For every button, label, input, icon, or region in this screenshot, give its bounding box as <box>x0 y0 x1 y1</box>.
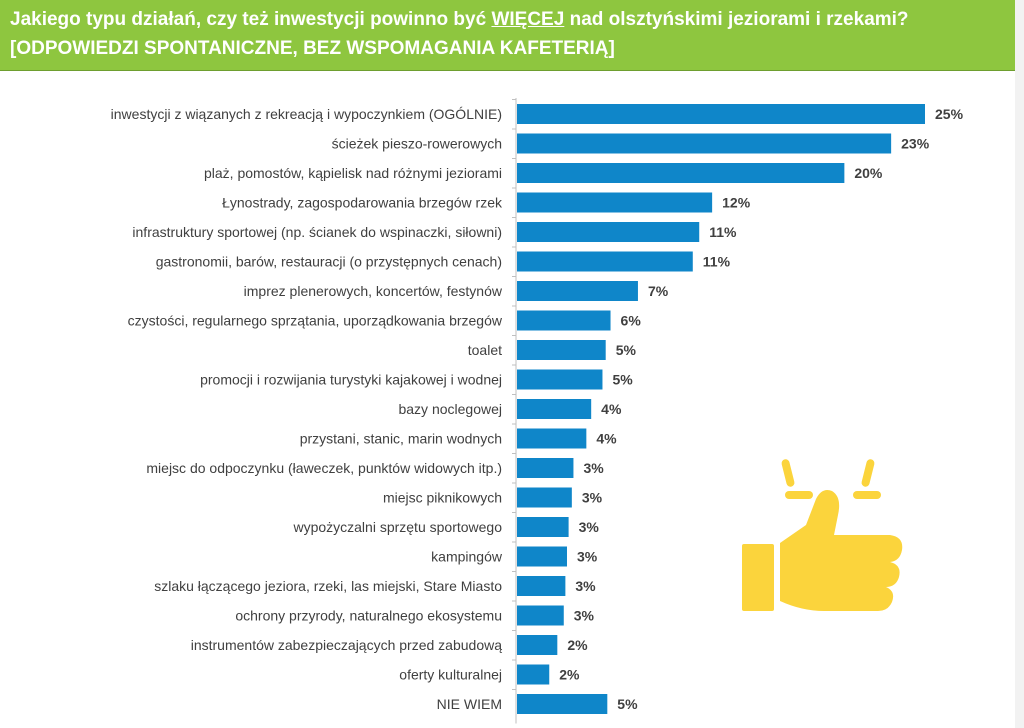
data-label: 20% <box>854 165 883 181</box>
data-label: 5% <box>612 372 633 388</box>
bar <box>517 133 892 154</box>
category-label: promocji i rozwijania turystyki kajakowe… <box>200 372 502 388</box>
bar <box>517 546 567 567</box>
data-label: 11% <box>709 224 737 240</box>
data-label: 6% <box>621 313 642 329</box>
category-label: szlaku łączącego jeziora, rzeki, las mie… <box>154 578 502 594</box>
question-subtitle: [ODPOWIEDZI SPONTANICZNE, BEZ WSPOMAGANI… <box>10 38 615 59</box>
category-label: czystości, regularnego sprzątania, uporz… <box>128 313 503 329</box>
bar <box>517 605 564 626</box>
data-label: 3% <box>577 549 598 565</box>
bar <box>517 517 569 537</box>
data-label: 11% <box>703 254 731 270</box>
category-label: imprez plenerowych, koncertów, festynów <box>244 283 503 299</box>
bar <box>517 664 550 685</box>
category-label: NIE WIEM <box>437 696 502 712</box>
data-label: 4% <box>601 401 622 417</box>
question-title-part2: nad olsztyńskimi jeziorami i rzekami? <box>564 9 909 30</box>
category-label: toalet <box>468 342 502 358</box>
bar <box>517 163 845 183</box>
bar <box>517 576 566 596</box>
data-label: 2% <box>567 637 588 653</box>
category-label: ochrony przyrody, naturalnego ekosystemu <box>235 608 502 624</box>
bar <box>517 369 603 390</box>
data-label: 12% <box>722 195 751 211</box>
category-label: wypożyczalni sprzętu sportowego <box>292 519 502 535</box>
category-label: instrumentów zabezpieczających przed zab… <box>191 637 502 653</box>
category-label: oferty kulturalnej <box>399 667 502 683</box>
bar <box>517 104 925 124</box>
bar <box>517 251 693 272</box>
data-label: 3% <box>583 460 604 476</box>
data-label: 2% <box>559 667 580 683</box>
question-title-part1: Jakiego typu działań, czy też inwestycji… <box>10 9 492 30</box>
bar <box>517 487 572 508</box>
question-title: Jakiego typu działań, czy też inwestycji… <box>10 9 909 31</box>
category-label: infrastruktury sportowej (np. ścianek do… <box>132 224 502 240</box>
bar <box>517 310 611 331</box>
bar <box>517 222 700 242</box>
bar <box>517 281 638 301</box>
bar <box>517 340 606 360</box>
question-header: Jakiego typu działań, czy też inwestycji… <box>0 0 1015 71</box>
page-edge <box>1015 0 1024 728</box>
category-label: gastronomii, barów, restauracji (o przys… <box>156 254 502 270</box>
category-label: Łynostrady, zagospodarowania brzegów rze… <box>222 195 503 211</box>
category-label: ścieżek pieszo-rowerowych <box>332 136 502 152</box>
data-label: 5% <box>616 342 637 358</box>
data-label: 25% <box>935 106 964 122</box>
data-label: 3% <box>582 490 603 506</box>
data-label: 5% <box>617 696 638 712</box>
bar <box>517 399 592 419</box>
category-label: miejsc do odpoczynku (ławeczek, punktów … <box>146 460 502 476</box>
question-title-emphasis: WIĘCEJ <box>491 9 565 30</box>
data-label: 23% <box>901 136 930 152</box>
thumbs-up-icon <box>742 459 903 611</box>
bar <box>517 192 713 213</box>
category-label: kampingów <box>431 549 503 565</box>
category-label: przystani, stanic, marin wodnych <box>300 431 502 447</box>
data-label: 3% <box>579 519 600 535</box>
data-label: 3% <box>574 608 595 624</box>
bar <box>517 458 574 478</box>
bar <box>517 694 608 714</box>
bar <box>517 635 558 655</box>
category-label: plaż, pomostów, kąpielisk nad różnymi je… <box>204 165 502 181</box>
data-label: 3% <box>575 578 596 594</box>
category-label: bazy noclegowej <box>398 401 502 417</box>
data-label: 4% <box>596 431 617 447</box>
bar <box>517 428 587 449</box>
category-label: miejsc piknikowych <box>383 490 502 506</box>
category-label: inwestycji z wiązanych z rekreacją i wyp… <box>111 106 502 122</box>
data-label: 7% <box>648 283 669 299</box>
